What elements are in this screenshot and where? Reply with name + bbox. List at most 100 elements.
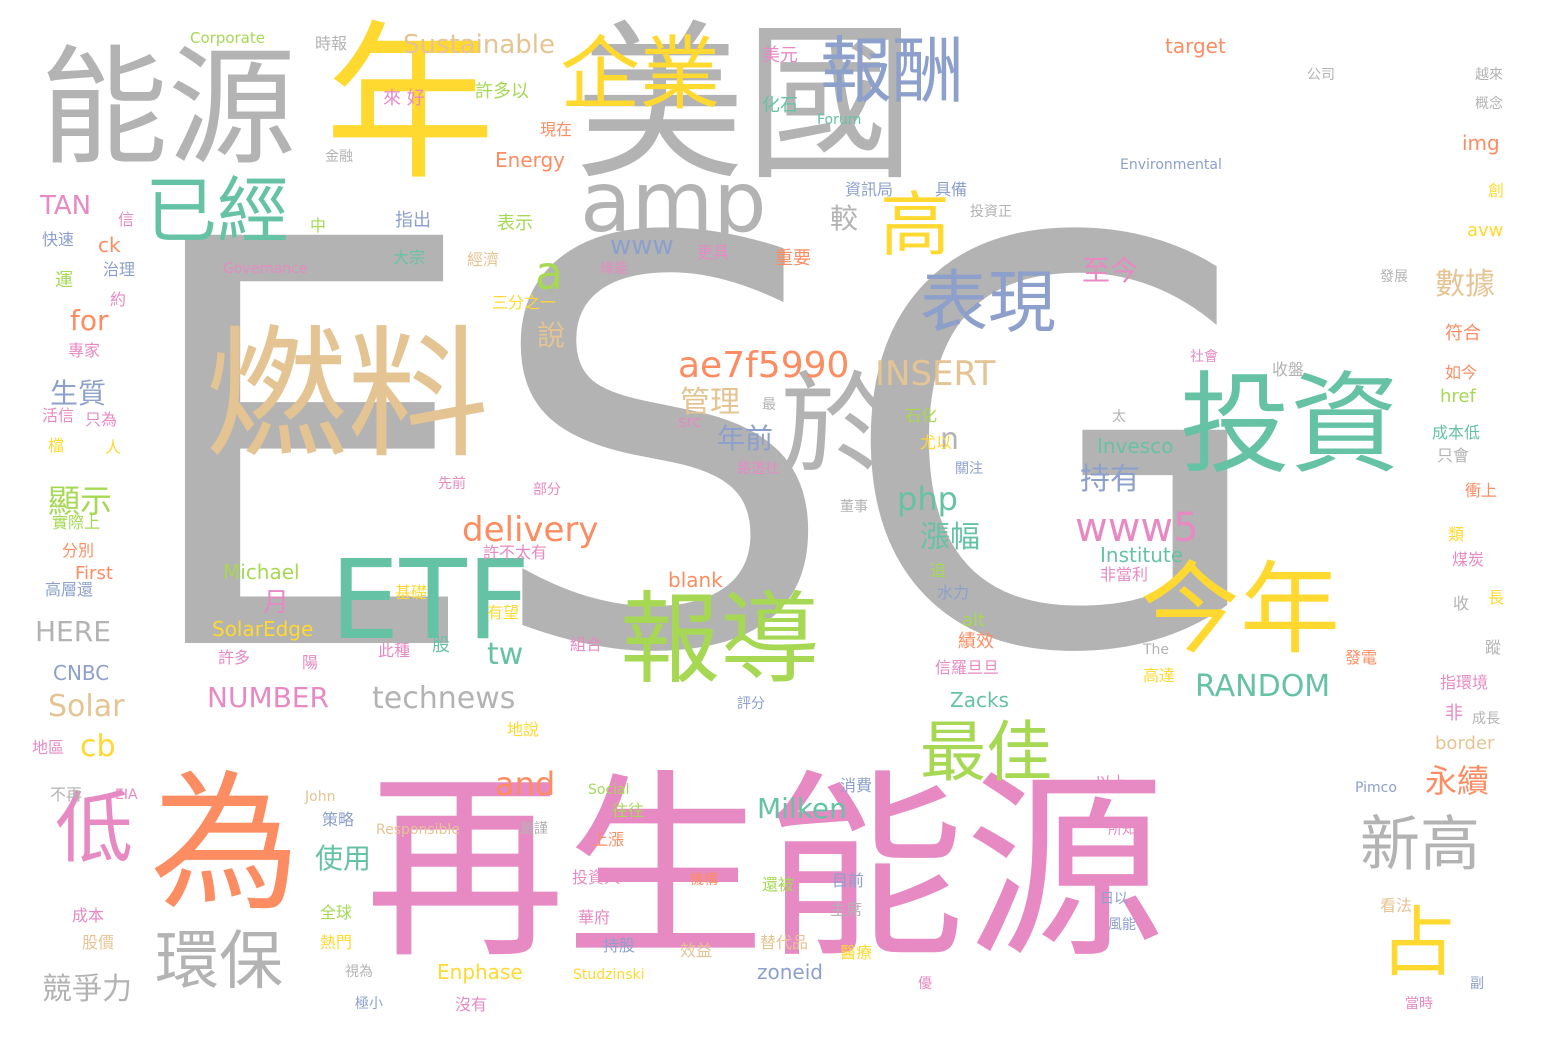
cloud-word: 有望	[487, 603, 520, 622]
cloud-word: 機構	[690, 872, 718, 888]
cloud-word: Michael	[223, 560, 300, 584]
cloud-word: Governance	[223, 261, 308, 277]
cloud-word: technews	[372, 681, 516, 716]
cloud-word: Institute	[1100, 543, 1184, 567]
cloud-word: 大宗	[393, 248, 426, 267]
cloud-word: 燃料	[205, 313, 489, 478]
cloud-word: 風能	[1108, 917, 1136, 933]
cloud-word: alt	[962, 610, 986, 631]
cloud-word: 許多以	[475, 81, 529, 102]
cloud-word: 效益	[680, 941, 713, 960]
cloud-word: 太	[1112, 409, 1126, 425]
cloud-word: and	[495, 765, 556, 803]
cloud-word: ck	[98, 233, 121, 257]
cloud-word: 投資	[1180, 361, 1400, 489]
cloud-word: 持有	[1080, 462, 1140, 497]
cloud-word: 金融	[325, 149, 353, 165]
cloud-word: 收	[1453, 594, 1470, 613]
cloud-word: 信羅旦旦	[935, 658, 1000, 677]
cloud-word: 環保	[155, 925, 283, 999]
cloud-word: 實際上	[52, 513, 101, 532]
cloud-word: target	[1165, 34, 1226, 58]
cloud-word: 治理	[103, 260, 136, 279]
cloud-word: Social	[588, 782, 630, 798]
cloud-word: 目前	[832, 871, 865, 890]
cloud-word: Pimco	[1355, 780, 1397, 796]
cloud-word: 人	[105, 438, 122, 457]
cloud-word: 陽	[302, 653, 319, 672]
cloud-word: 只會	[1437, 446, 1470, 465]
cloud-word: cb	[80, 729, 116, 764]
cloud-word: zoneid	[757, 960, 823, 984]
cloud-word: 表示	[497, 213, 533, 234]
cloud-word: href	[1440, 386, 1476, 407]
cloud-word: 成本低	[1432, 423, 1481, 442]
cloud-word: 化石	[762, 95, 798, 116]
cloud-word: 發展	[1380, 269, 1408, 285]
cloud-word: php	[897, 480, 958, 518]
cloud-word: 許多	[218, 648, 251, 667]
cloud-word: src	[678, 412, 702, 431]
cloud-word: 以上	[1095, 773, 1128, 792]
cloud-word: 使用	[315, 842, 372, 875]
cloud-word: 副	[1470, 976, 1484, 992]
cloud-word: 時報	[315, 34, 348, 53]
cloud-word: 漲幅	[920, 520, 980, 555]
cloud-word: 高	[880, 184, 950, 266]
cloud-word: 長	[1488, 588, 1505, 607]
cloud-word: 快速	[42, 230, 75, 249]
cloud-word: 月	[263, 588, 290, 618]
cloud-word: First	[75, 563, 113, 584]
cloud-word: 所知	[1108, 822, 1136, 838]
cloud-word: 永續	[1425, 762, 1490, 800]
cloud-word: 競爭力	[42, 972, 132, 1007]
cloud-word: 專家	[68, 341, 101, 360]
cloud-word: RANDOM	[1195, 669, 1331, 704]
cloud-word: 沒有	[455, 995, 488, 1014]
cloud-word: 許不太有	[483, 543, 548, 562]
cloud-word: The	[1143, 642, 1170, 658]
cloud-word: 評分	[737, 696, 765, 712]
cloud-word: for	[70, 304, 109, 337]
cloud-word: 非當利	[1100, 565, 1149, 584]
cloud-word: 來 好	[383, 88, 425, 109]
cloud-word: 資訊局	[845, 180, 894, 199]
cloud-word: 能源	[40, 34, 297, 183]
cloud-word: 追	[930, 561, 947, 580]
cloud-word: 部分	[533, 482, 561, 498]
cloud-word: Forum	[817, 112, 862, 128]
cloud-word: border	[1435, 733, 1495, 754]
cloud-word: 衝上	[1465, 481, 1498, 500]
cloud-word: Sustainable	[403, 30, 556, 60]
cloud-word: 策略	[322, 810, 355, 829]
cloud-word: 替代品	[760, 933, 809, 952]
cloud-word: Studzinski	[573, 967, 645, 983]
cloud-word: 於	[780, 361, 890, 489]
cloud-word: ae7f5990	[678, 345, 850, 386]
cloud-word: 最佳	[920, 714, 1052, 791]
cloud-word: 組合	[570, 635, 603, 654]
cloud-word: John	[305, 789, 336, 805]
cloud-word: 主席	[830, 900, 863, 919]
cloud-word: Enphase	[437, 960, 523, 984]
cloud-word: 報酬	[820, 29, 965, 113]
cloud-word: avw	[1467, 220, 1504, 241]
cloud-word: 股價	[82, 933, 115, 952]
cloud-word: Solar	[48, 689, 125, 724]
cloud-word: 更具	[697, 243, 730, 262]
cloud-word: img	[1462, 131, 1500, 155]
cloud-word: 收盤	[1272, 360, 1305, 379]
cloud-word: 綠能	[600, 261, 628, 277]
cloud-word: 信	[118, 210, 135, 229]
cloud-word: 指環境	[1440, 673, 1489, 692]
cloud-word: 公司	[1307, 67, 1335, 83]
cloud-word: 檔	[48, 436, 65, 455]
cloud-word: 往往	[612, 801, 645, 820]
cloud-word: ESG	[130, 124, 1274, 776]
cloud-word: Invesco	[1097, 434, 1174, 458]
cloud-word: 創	[1488, 181, 1505, 200]
cloud-word: Milken	[757, 792, 847, 825]
cloud-word: 越來	[1475, 67, 1503, 83]
cloud-word: 生質	[50, 377, 107, 410]
cloud-word: 已經	[145, 169, 290, 253]
